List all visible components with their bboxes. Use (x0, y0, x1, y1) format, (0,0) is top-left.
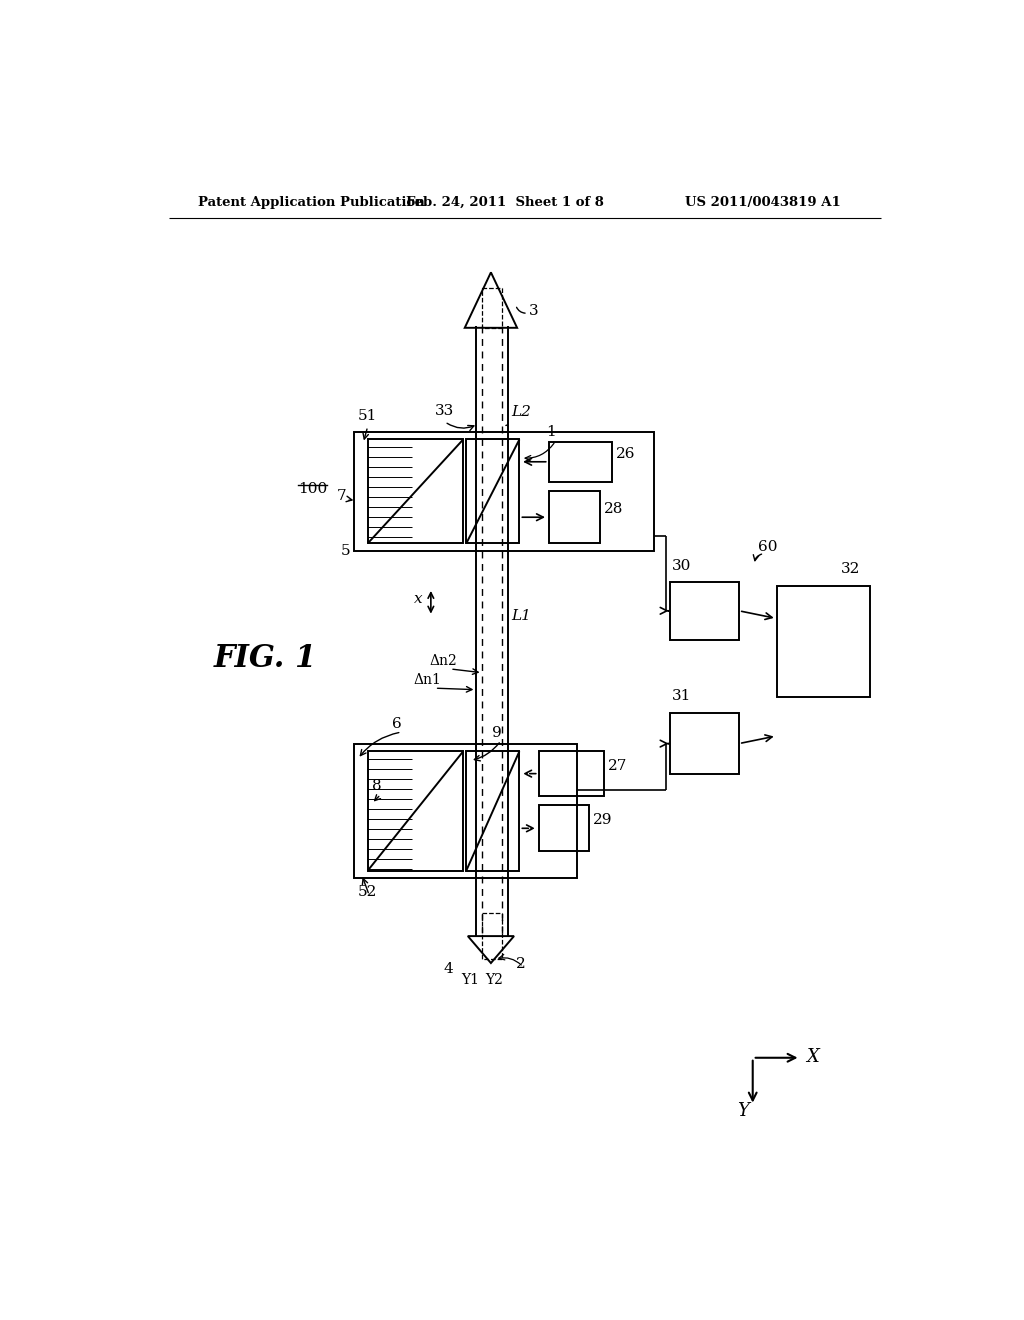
Bar (481, 913, 502, 960)
Text: 27: 27 (608, 759, 628, 772)
Text: 6: 6 (392, 717, 402, 731)
Bar (539, 751, 604, 796)
Text: 7: 7 (337, 488, 346, 503)
Text: Y2: Y2 (484, 973, 503, 987)
Text: 33: 33 (435, 404, 454, 418)
Text: Y1: Y1 (462, 973, 479, 987)
Text: L1: L1 (512, 610, 531, 623)
Text: 32: 32 (841, 562, 860, 577)
Text: Feb. 24, 2011  Sheet 1 of 8: Feb. 24, 2011 Sheet 1 of 8 (407, 197, 604, 209)
Text: 51: 51 (357, 409, 377, 424)
Bar (466, 751, 519, 871)
Bar (368, 751, 463, 871)
Text: FIG. 1: FIG. 1 (214, 643, 317, 673)
Bar (466, 440, 519, 544)
Bar (354, 432, 654, 552)
Text: Δn1: Δn1 (414, 673, 441, 686)
Text: 100: 100 (298, 482, 328, 496)
Text: 1: 1 (547, 425, 556, 438)
Text: 31: 31 (672, 689, 691, 704)
Bar (539, 805, 589, 851)
Text: 30: 30 (672, 558, 691, 573)
Bar (368, 440, 463, 544)
Text: 26: 26 (615, 447, 635, 461)
Text: L2: L2 (512, 405, 531, 420)
Text: 28: 28 (604, 503, 624, 516)
Text: 52: 52 (357, 884, 377, 899)
Text: US 2011/0043819 A1: US 2011/0043819 A1 (685, 197, 841, 209)
Text: 3: 3 (528, 304, 539, 318)
Text: 8: 8 (372, 779, 381, 793)
Text: Δn2: Δn2 (429, 653, 457, 668)
Bar (481, 288, 502, 327)
Bar (549, 491, 600, 544)
Bar (777, 586, 869, 697)
Text: X: X (807, 1048, 819, 1065)
Text: 4: 4 (443, 962, 453, 975)
Text: 5: 5 (340, 544, 350, 558)
Text: 29: 29 (593, 813, 612, 828)
Text: Y: Y (737, 1102, 750, 1121)
Bar (354, 743, 578, 878)
Text: 2: 2 (515, 957, 525, 972)
Text: 60: 60 (758, 540, 777, 554)
Bar (549, 442, 611, 482)
Text: x: x (414, 593, 423, 606)
Bar (670, 713, 739, 775)
Text: Patent Application Publication: Patent Application Publication (199, 197, 425, 209)
Text: 9: 9 (493, 726, 502, 741)
Bar (670, 582, 739, 640)
